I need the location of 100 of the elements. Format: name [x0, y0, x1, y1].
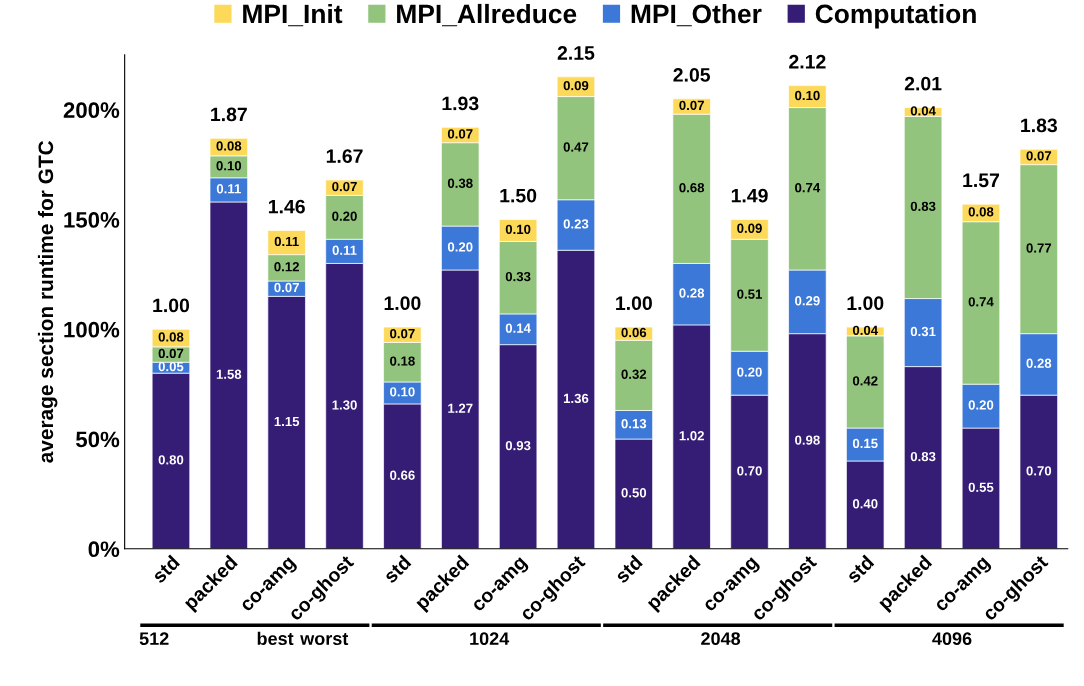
data-label: 0.07: [1026, 151, 1052, 161]
y-tick-label: 200%: [63, 102, 120, 119]
data-label: 0.10: [795, 90, 820, 101]
data-label: 0.55: [968, 482, 994, 492]
data-label: 1.36: [563, 393, 589, 404]
y-tick-label: 50%: [76, 431, 120, 448]
data-label: 0.23: [563, 219, 589, 229]
legend-label: MPI_Other: [631, 3, 762, 27]
data-label: 0.07: [158, 348, 184, 359]
data-label: 0.18: [390, 356, 415, 366]
total-label: 2.01: [904, 76, 942, 91]
total-label: 1.87: [211, 107, 247, 122]
data-label: 0.38: [447, 178, 473, 188]
data-label: 0.11: [274, 236, 299, 247]
data-label: 0.20: [332, 211, 357, 221]
data-label: 1.02: [679, 431, 704, 441]
data-label: 1.58: [216, 369, 242, 379]
x-tick-label: std: [382, 554, 412, 584]
y-tick-label: 0%: [88, 541, 120, 558]
data-label: 0.51: [737, 289, 762, 299]
data-label: 0.09: [563, 80, 589, 91]
x-tick-label: std: [150, 554, 181, 584]
data-label: 0.66: [390, 470, 415, 480]
data-label: 0.70: [1026, 466, 1052, 476]
data-label: 0.29: [795, 296, 820, 306]
total-label: 1.49: [731, 188, 768, 203]
data-label: 0.28: [679, 288, 705, 298]
data-label: 0.15: [852, 438, 878, 449]
data-label: 0.14: [505, 323, 531, 333]
data-label: 0.50: [621, 488, 647, 498]
data-label: 0.28: [1026, 358, 1052, 368]
data-label: 0.77: [1026, 243, 1052, 253]
data-label: 0.09: [737, 223, 762, 233]
data-label: 0.06: [621, 327, 647, 338]
data-label: 0.20: [737, 367, 762, 377]
total-label: 1.00: [616, 296, 652, 311]
x-tick-label: std: [845, 554, 875, 584]
y-tick-label: 100%: [64, 321, 120, 338]
data-label: 0.08: [968, 207, 994, 217]
total-label: 2.15: [557, 46, 595, 60]
total-label: 1.67: [326, 149, 363, 163]
text: 4096: [932, 632, 972, 646]
data-label: 0.93: [505, 440, 531, 451]
y-axis-title: average section runtime for GTC: [37, 140, 58, 463]
y-tick-label: 150%: [64, 212, 120, 228]
data-label: 0.10: [216, 161, 242, 171]
data-label: 0.07: [332, 181, 357, 192]
data-label: 0.83: [910, 201, 936, 212]
data-label: 0.07: [390, 328, 415, 339]
total-label: 1.83: [1021, 118, 1058, 133]
data-label: 0.40: [852, 499, 878, 509]
total-label: 1.00: [847, 296, 884, 311]
total-label: 1.00: [384, 296, 421, 311]
data-label: 0.68: [679, 182, 705, 193]
total-label: 1.93: [442, 96, 479, 111]
data-label: 0.04: [910, 106, 936, 116]
text: 2048: [701, 632, 741, 646]
total-label: 2.05: [673, 68, 711, 82]
data-label: 0.20: [447, 242, 473, 252]
data-label: 0.05: [158, 361, 184, 372]
data-label: 0.08: [216, 141, 242, 151]
data-label: 0.42: [852, 376, 878, 386]
total-label: 2.12: [789, 54, 826, 69]
data-label: 0.07: [274, 282, 299, 293]
data-label: 0.80: [158, 455, 184, 465]
total-label: 1.00: [153, 298, 190, 313]
data-label: 0.70: [737, 466, 762, 476]
data-label: 0.74: [968, 297, 994, 307]
data-label: 0.13: [621, 418, 647, 429]
total-label: 1.57: [963, 173, 1000, 188]
data-label: 0.33: [505, 271, 531, 282]
data-label: 0.07: [447, 129, 473, 139]
data-label: 0.11: [332, 245, 357, 255]
data-label: 1.15: [274, 416, 300, 427]
data-label: 0.07: [679, 100, 704, 111]
x-tick-label: std: [613, 554, 643, 584]
data-label: 0.08: [158, 332, 184, 342]
data-label: 1.27: [448, 403, 473, 413]
total-label: 1.46: [268, 199, 305, 214]
data-label: 0.12: [274, 262, 299, 272]
data-label: 0.20: [968, 400, 994, 410]
data-label: 0.11: [216, 184, 241, 194]
total-label: 1.50: [500, 188, 537, 203]
data-label: 0.32: [621, 369, 647, 379]
data-label: 0.04: [852, 325, 879, 336]
data-label: 0.10: [390, 387, 415, 397]
data-label: 0.98: [795, 435, 820, 445]
text: worst: [300, 633, 349, 646]
data-label: 0.10: [505, 224, 531, 235]
text: 512: [139, 632, 169, 646]
legend-label: Computation: [815, 3, 976, 29]
text: 1024: [470, 632, 510, 646]
data-label: 0.47: [563, 142, 589, 152]
text: best: [257, 631, 294, 646]
data-label: 0.83: [910, 451, 936, 462]
data-label: 0.31: [910, 326, 936, 337]
legend-label: MPI_Allreduce: [397, 3, 577, 27]
data-label: 0.74: [795, 182, 821, 193]
data-label: 1.30: [332, 400, 357, 410]
legend-label: MPI_Init: [243, 3, 343, 27]
